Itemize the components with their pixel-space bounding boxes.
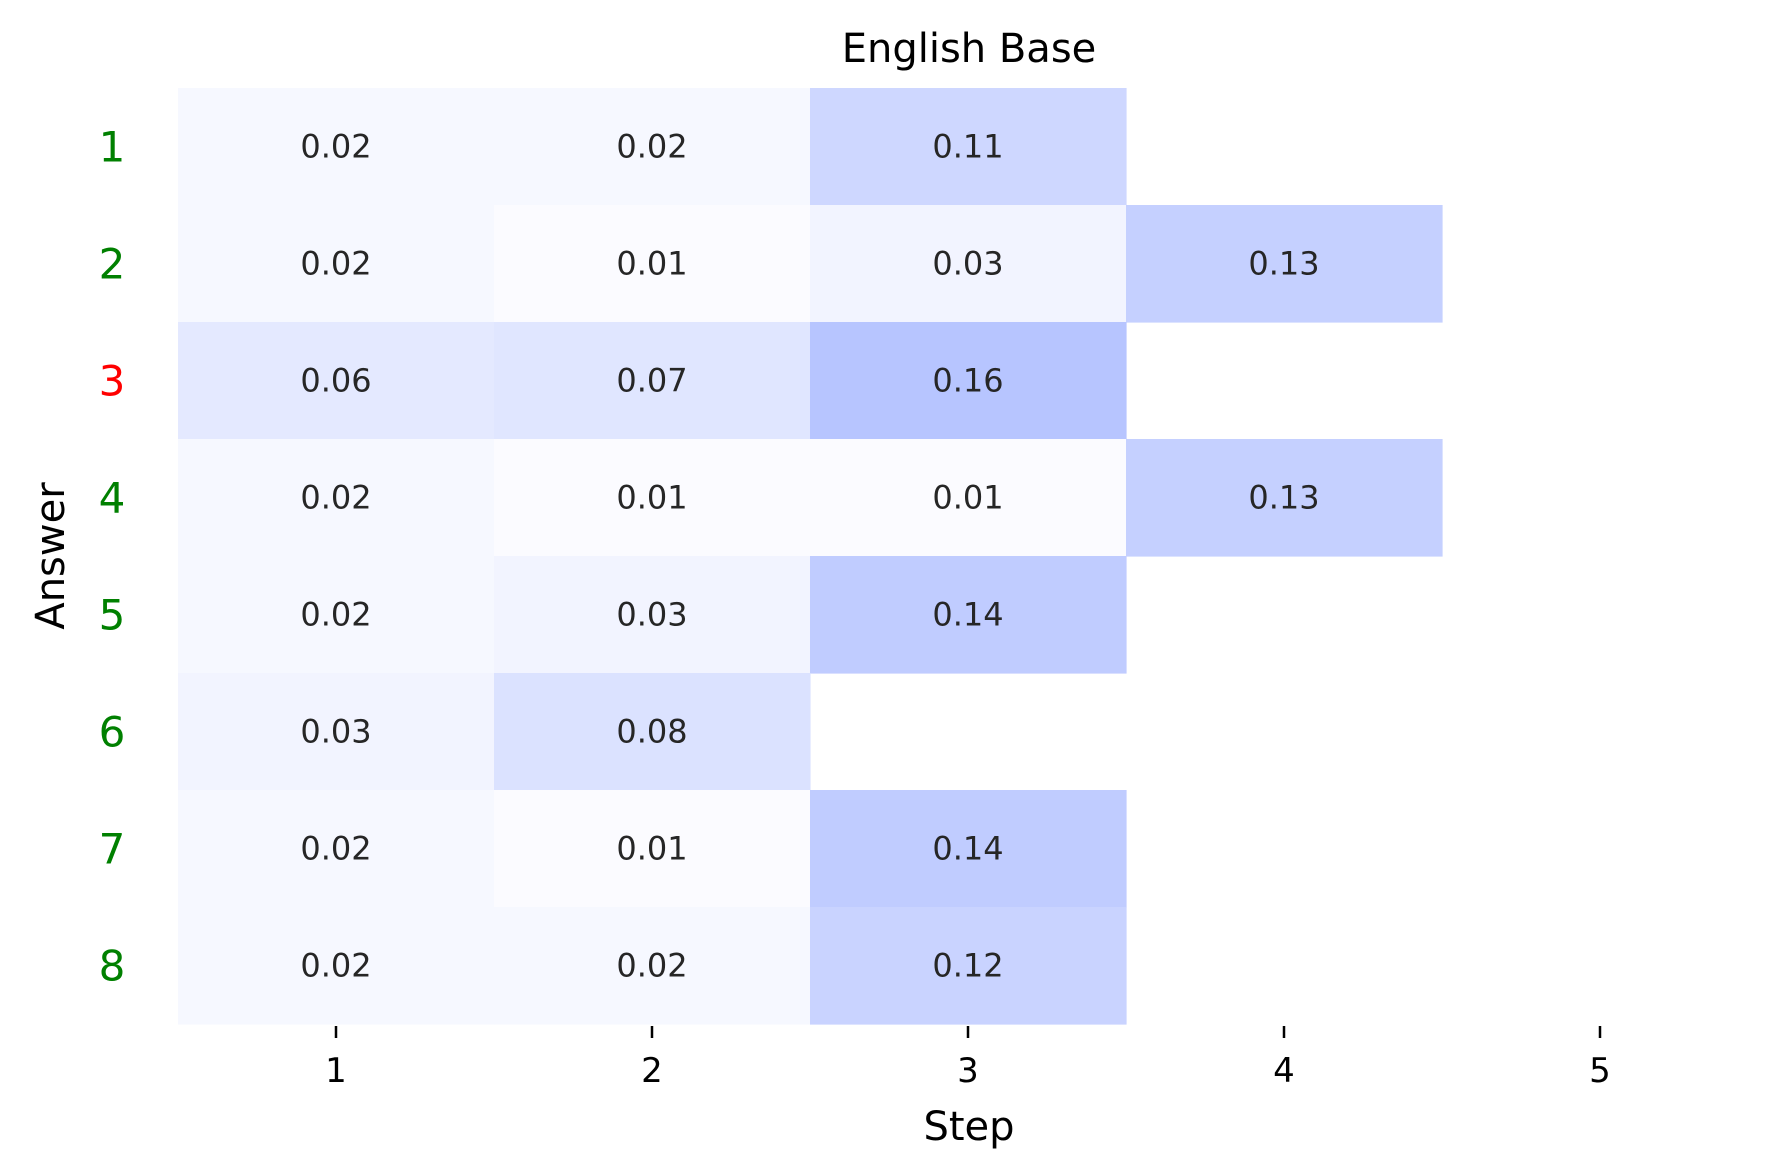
heatmap-cell [810, 556, 1127, 674]
heatmap-cell [494, 907, 811, 1025]
heatmap-cell [810, 322, 1127, 440]
heatmap-cell [1126, 205, 1443, 323]
x-tick-label: 4 [1273, 1051, 1295, 1091]
y-tick-label: 6 [99, 708, 126, 757]
heatmap-cell [494, 205, 811, 323]
x-tick-label: 5 [1589, 1051, 1611, 1091]
heatmap-cell [178, 790, 495, 908]
x-axis-ticks: 1 2 3 4 5 [325, 1026, 1611, 1091]
y-axis-tick-labels: 1 2 3 4 5 6 7 8 [99, 123, 126, 991]
y-tick-label: 7 [99, 825, 126, 874]
heatmap-cell [178, 907, 495, 1025]
heatmap-cell [178, 205, 495, 323]
cell-value-label: 0.01 [616, 479, 687, 517]
heatmap-cell [494, 88, 811, 206]
cell-value-label: 0.02 [300, 245, 371, 283]
cell-value-label: 0.08 [616, 713, 687, 751]
heatmap-cell [178, 88, 495, 206]
heatmap-cell [810, 790, 1127, 908]
cell-value-label: 0.12 [932, 947, 1003, 985]
cell-value-label: 0.13 [1248, 479, 1319, 517]
cell-value-label: 0.02 [300, 479, 371, 517]
y-tick-label: 4 [99, 474, 126, 523]
y-tick-label: 2 [99, 240, 126, 289]
cell-value-label: 0.03 [300, 713, 371, 751]
x-tick-label: 2 [641, 1051, 663, 1091]
x-tick-label: 1 [325, 1051, 347, 1091]
heatmap-cell [494, 439, 811, 557]
heatmap-cell [1126, 439, 1443, 557]
y-axis-label: Answer [28, 482, 74, 630]
heatmap-cell [178, 322, 495, 440]
x-axis-label: Step [923, 1104, 1014, 1150]
cell-value-label: 0.14 [932, 596, 1003, 634]
y-tick-label: 1 [99, 123, 126, 172]
cell-value-label: 0.02 [616, 128, 687, 166]
x-tick-label: 3 [957, 1051, 979, 1091]
cell-value-label: 0.06 [300, 362, 371, 400]
heatmap-cell [810, 907, 1127, 1025]
cell-value-label: 0.03 [616, 596, 687, 634]
cell-value-label: 0.02 [300, 947, 371, 985]
heatmap-cell [494, 673, 811, 791]
cell-value-label: 0.03 [932, 245, 1003, 283]
cell-value-label: 0.11 [932, 128, 1003, 166]
heatmap-cell-labels: 0.02 0.02 0.11 0.02 0.01 0.03 0.13 0.06 0.07 0.16… [300, 128, 1319, 985]
heatmap-cell [494, 790, 811, 908]
heatmap-cells [178, 88, 1443, 1025]
chart-title: English Base [842, 26, 1097, 72]
heatmap-cell [178, 673, 495, 791]
cell-value-label: 0.14 [932, 830, 1003, 868]
y-tick-label: 8 [99, 942, 126, 991]
heatmap-cell [810, 205, 1127, 323]
heatmap-cell [178, 556, 495, 674]
heatmap-cell [810, 88, 1127, 206]
heatmap-cell [494, 556, 811, 674]
y-tick-label: 3 [99, 357, 126, 406]
y-tick-label: 5 [99, 591, 126, 640]
cell-value-label: 0.01 [616, 830, 687, 868]
cell-value-label: 0.07 [616, 362, 687, 400]
cell-value-label: 0.02 [616, 947, 687, 985]
heatmap-cell [810, 439, 1127, 557]
cell-value-label: 0.01 [616, 245, 687, 283]
cell-value-label: 0.01 [932, 479, 1003, 517]
cell-value-label: 0.02 [300, 830, 371, 868]
heatmap-cell [178, 439, 495, 557]
cell-value-label: 0.02 [300, 596, 371, 634]
cell-value-label: 0.02 [300, 128, 371, 166]
cell-value-label: 0.13 [1248, 245, 1319, 283]
heatmap-cell [494, 322, 811, 440]
cell-value-label: 0.16 [932, 362, 1003, 400]
